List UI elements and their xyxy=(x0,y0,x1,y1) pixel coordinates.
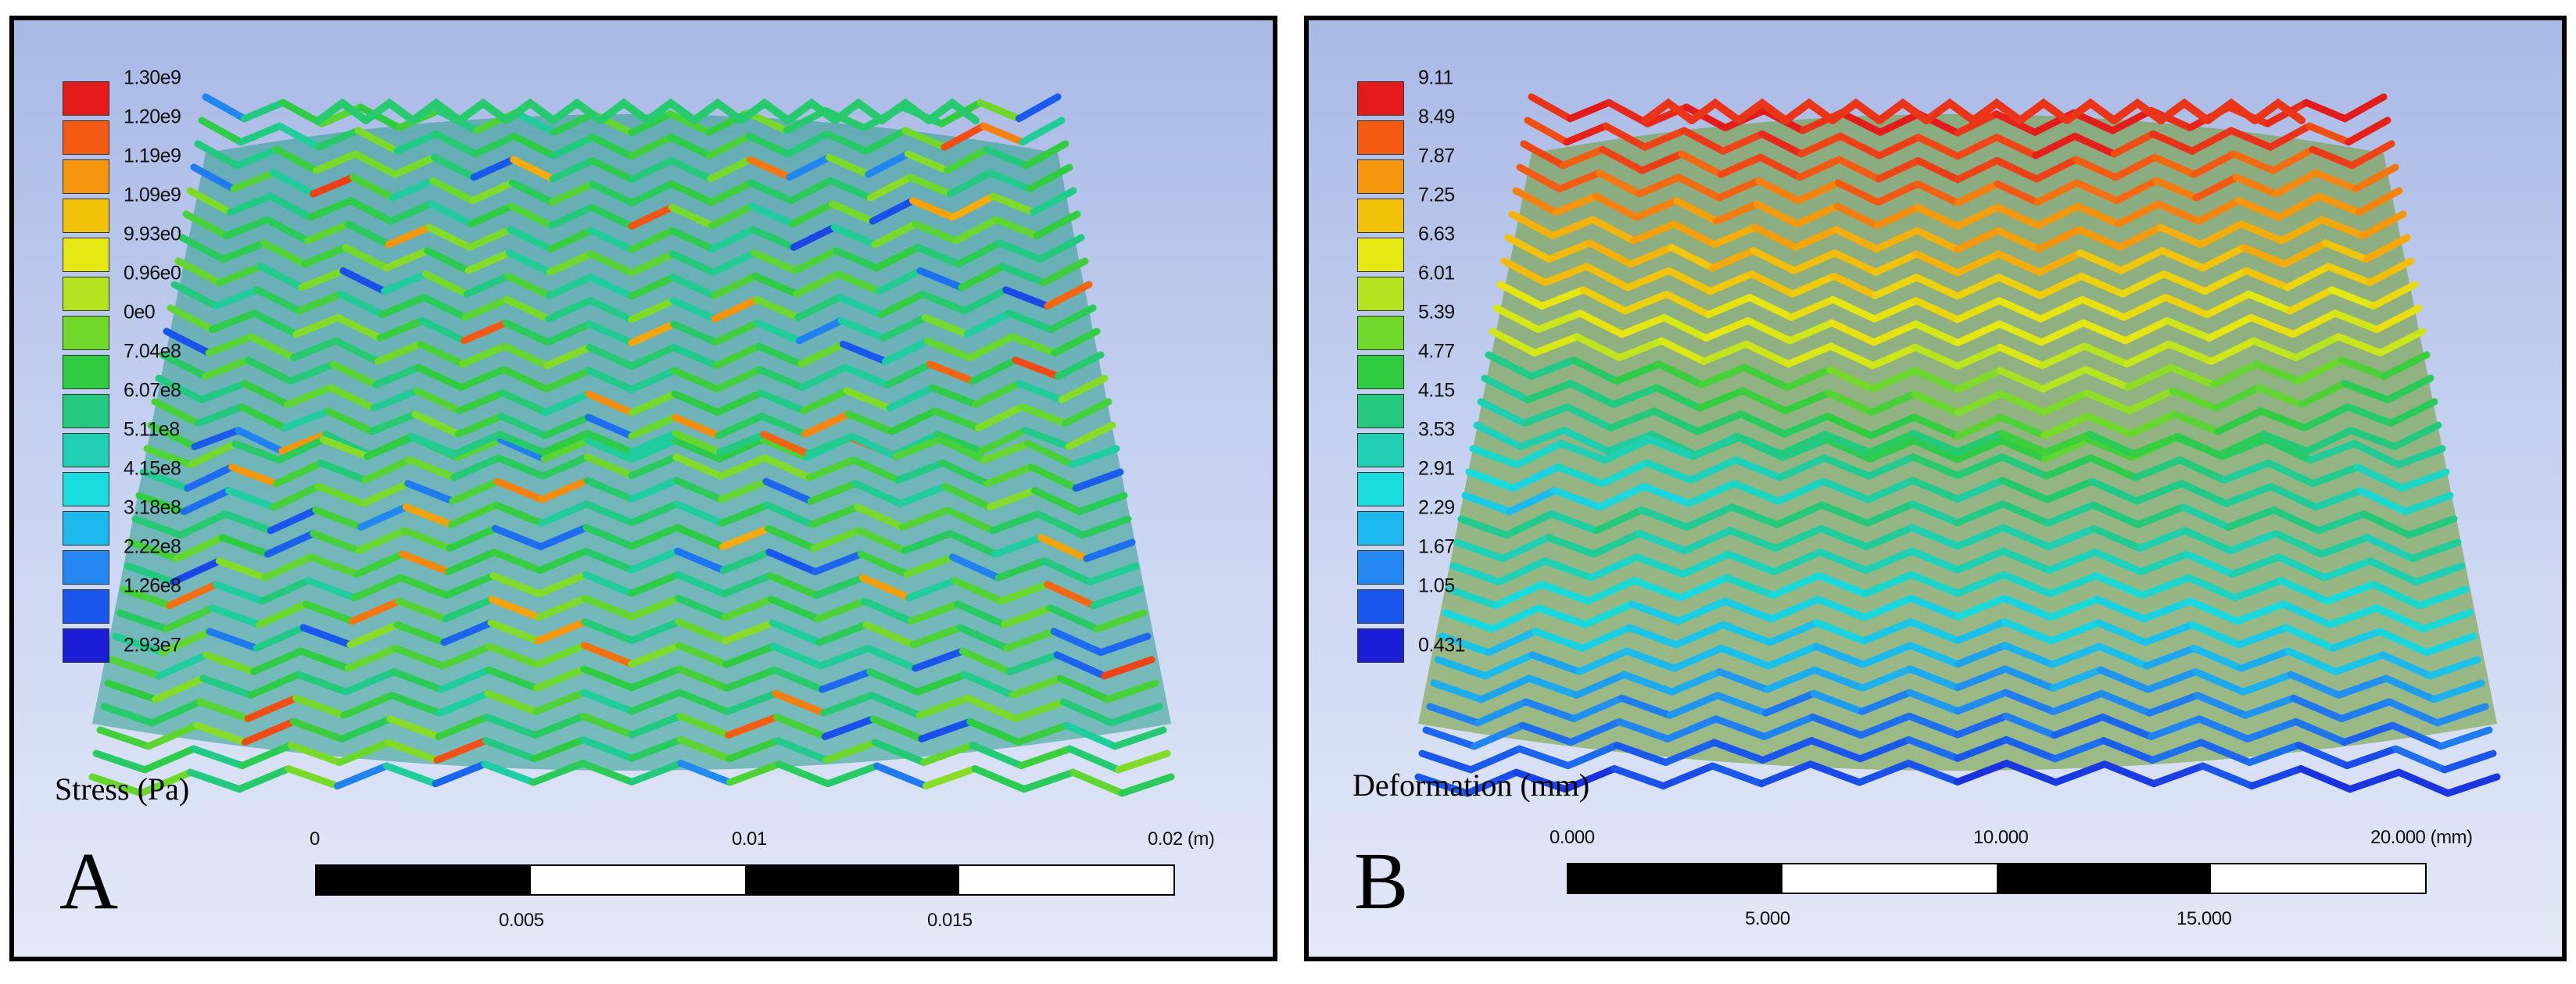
deformation-legend-swatch xyxy=(1357,511,1404,546)
deformation-legend-tick: 6.01 xyxy=(1418,262,1455,284)
deformation-quantity-label: Deformation (mm) xyxy=(1352,768,1590,803)
deformation-legend-tick: 3.53 xyxy=(1418,418,1455,441)
deformation-scale-tick-10: 10.000 xyxy=(1973,827,2029,848)
deformation-legend-tick: 1.67 xyxy=(1418,535,1455,558)
deformation-legend-swatch xyxy=(1357,238,1404,272)
deformation-legend-tick: 0.431 xyxy=(1418,634,1466,657)
deformation-scale-tick-15: 15.000 xyxy=(2177,908,2232,929)
stress-legend-tick: 2.22e8 xyxy=(124,535,181,558)
deformation-legend-tick: 6.63 xyxy=(1418,223,1455,245)
stress-legend-swatch xyxy=(63,355,109,389)
deformation-scale-tick-5: 5.000 xyxy=(1745,908,1790,929)
stress-legend-tick: 1.30e9 xyxy=(124,66,181,89)
stress-legend-swatch xyxy=(63,199,109,233)
stress-legend-tick: 7.04e8 xyxy=(124,340,181,363)
stress-legend-swatch xyxy=(63,628,109,663)
stress-scale-tick-0.005: 0.005 xyxy=(499,910,544,931)
deformation-legend-tick: 8.49 xyxy=(1418,106,1455,128)
deformation-legend-swatch xyxy=(1357,355,1404,389)
deformation-legend-tick: 9.11 xyxy=(1418,66,1453,89)
deformation-legend-swatch xyxy=(1357,550,1404,585)
deformation-legend-swatch xyxy=(1357,433,1404,467)
stress-scale-tick-0.015: 0.015 xyxy=(927,910,973,931)
stress-legend-tick: 3.18e8 xyxy=(124,496,181,519)
stress-legend-swatch xyxy=(63,120,109,155)
deformation-legend-swatch xyxy=(1357,589,1404,624)
stress-legend-tick: 4.15e8 xyxy=(124,457,181,480)
deformation-legend-tick: 4.15 xyxy=(1418,379,1455,402)
deformation-legend-swatch xyxy=(1357,277,1404,311)
deformation-scale-tick-0: 0.000 xyxy=(1550,827,1595,848)
stress-legend-tick: 0e0 xyxy=(124,301,156,324)
deformation-legend-swatch xyxy=(1357,81,1404,116)
stress-quantity-label: Stress (Pa) xyxy=(55,771,190,807)
stress-legend-swatch xyxy=(63,394,109,428)
deformation-legend-tick: 7.87 xyxy=(1418,145,1455,167)
stress-scale-tick-0: 0 xyxy=(310,828,320,850)
deformation-legend-swatch xyxy=(1357,199,1404,233)
deformation-legend-tick: 2.29 xyxy=(1418,496,1455,519)
stress-legend-swatch xyxy=(63,433,109,467)
stress-legend-swatch xyxy=(63,277,109,311)
deformation-legend-tick: 2.91 xyxy=(1418,457,1455,480)
stress-legend-tick: 5.11e8 xyxy=(124,418,180,441)
stress-scale-tick-0.02: 0.02 (m) xyxy=(1148,828,1215,850)
stress-lattice-model xyxy=(88,93,1175,797)
stress-legend-tick: 1.09e9 xyxy=(124,184,181,206)
stress-legend-swatch xyxy=(63,550,109,585)
deformation-legend-swatch xyxy=(1357,120,1404,155)
deformation-legend-tick: 4.77 xyxy=(1418,340,1455,363)
stress-legend-swatch xyxy=(63,472,109,506)
stress-legend-swatch xyxy=(63,238,109,272)
stress-legend-swatch xyxy=(63,159,109,194)
panel-letter-a: A xyxy=(59,836,119,926)
stress-scale-bar xyxy=(315,864,1175,896)
stress-legend-tick: 9.93e0 xyxy=(124,223,181,245)
deformation-legend-tick: 1.05 xyxy=(1418,574,1455,597)
stress-panel: 1.30e9 1.20e9 1.19e9 1.09e9 9.93e0 0.96e0 0e0 7… xyxy=(9,16,1277,961)
deformation-legend-swatch xyxy=(1357,316,1404,350)
deformation-panel: 9.11 8.49 7.87 7.25 6.63 6.01 5.39 4.77 4.15 3.53… xyxy=(1304,16,2567,961)
panel-letter-b: B xyxy=(1354,836,1409,926)
stress-legend-tick: 1.26e8 xyxy=(124,574,181,597)
stress-legend-tick: 1.19e9 xyxy=(124,145,181,167)
deformation-lattice-model xyxy=(1414,93,2501,797)
stress-legend-swatch xyxy=(63,511,109,546)
stress-legend-tick: 2.93e7 xyxy=(124,634,181,657)
deformation-scale-bar xyxy=(1567,863,2427,894)
stress-scale-tick-0.01: 0.01 xyxy=(732,828,767,850)
deformation-legend-tick: 7.25 xyxy=(1418,184,1455,206)
stress-legend-swatch xyxy=(63,81,109,116)
deformation-legend-swatch xyxy=(1357,628,1404,663)
deformation-legend-swatch xyxy=(1357,159,1404,194)
deformation-legend-swatch xyxy=(1357,472,1404,506)
stress-legend-swatch xyxy=(63,589,109,624)
stress-legend-swatch xyxy=(63,316,109,350)
deformation-legend-tick: 5.39 xyxy=(1418,301,1455,324)
deformation-scale-tick-20: 20.000 (mm) xyxy=(2370,827,2473,848)
deformation-legend-swatch xyxy=(1357,394,1404,428)
stress-legend-tick: 1.20e9 xyxy=(124,106,181,128)
stress-legend-tick: 0.96e0 xyxy=(124,262,181,284)
stress-legend-tick: 6.07e8 xyxy=(124,379,181,402)
